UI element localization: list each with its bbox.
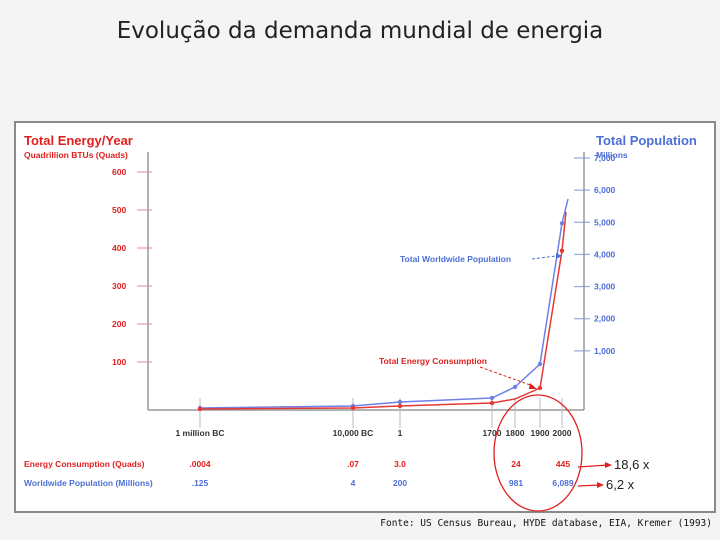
table-row-label: Energy Consumption (Quads) [24,459,145,469]
x-tick-label: 1 [398,428,403,438]
left-tick-label: 600 [112,167,126,177]
right-axis-title: Total Population [596,133,697,148]
energy-callout-arrow [479,366,534,387]
x-tick-label: 10,000 BC [333,428,374,438]
x-tick-label: 1900 [531,428,550,438]
energy-point [197,406,203,412]
left-axis-subtitle: Quadrillion BTUs (Quads) [24,150,128,160]
x-axis-labels: 1 million BC 10,000 BC 1 1700 1800 1900 2000 [175,398,572,438]
energy-point [350,405,356,411]
population-factor-arrowhead [597,482,604,488]
right-tick-label: 3,000 [594,282,616,292]
table-cell: 4 [351,478,356,488]
table-cell: .0004 [189,459,211,469]
source-note: Fonte: US Census Bureau, HYDE database, … [380,518,712,529]
energy-callout-label: Total Energy Consumption [379,356,487,366]
x-tick-label: 2000 [553,428,572,438]
population-factor-label: 6,2 x [606,477,635,492]
x-tick-label: 1700 [483,428,502,438]
population-series-line [199,198,569,409]
right-axis-subtitle: Millions [596,150,628,160]
energy-point [397,403,403,409]
chart-panel [14,121,716,513]
x-tick-label: 1800 [506,428,525,438]
highlight-circle [493,394,583,512]
table-row-label: Worldwide Population (Millions) [24,478,153,488]
energy-factor-arrowhead [605,462,612,468]
left-tick-label: 200 [112,319,126,329]
energy-point [537,385,543,391]
data-table: Energy Consumption (Quads) .0004 .07 3.0 24 4… [24,459,574,488]
left-axis-ticks: 600 500 400 300 200 100 [112,167,152,367]
x-tick-label: 1 million BC [175,428,224,438]
right-tick-label: 4,000 [594,249,616,259]
left-tick-label: 500 [112,205,126,215]
population-point [397,399,403,405]
population-point [489,395,495,401]
population-callout-label: Total Worldwide Population [400,254,511,264]
right-tick-label: 5,000 [594,217,616,227]
right-tick-label: 1,000 [594,346,616,356]
table-cell: .07 [347,459,359,469]
population-point [537,361,543,367]
population-point [559,221,565,226]
energy-point [559,248,565,253]
energy-points [197,248,565,412]
table-cell: 24 [511,459,521,469]
left-tick-label: 400 [112,243,126,253]
energy-factor-label: 18,6 x [614,457,650,472]
table-cell: 445 [556,459,570,469]
right-tick-label: 2,000 [594,314,616,324]
population-callout-arrow [531,255,557,260]
table-cell: 6,089 [552,478,574,488]
energy-point [489,400,495,406]
table-cell: .125 [192,478,209,488]
population-factor-arrow [577,484,601,487]
left-axis-title: Total Energy/Year [24,133,133,148]
table-cell: 200 [393,478,407,488]
energy-callout-arrowhead [529,383,537,389]
table-cell: 981 [509,478,523,488]
population-point [512,384,518,390]
slide-title: Evolução da demanda mundial de energia [116,18,604,44]
right-tick-label: 6,000 [594,185,616,195]
energy-series-line [199,211,567,410]
right-tick-label: 7,000 [594,153,616,163]
left-tick-label: 300 [112,281,126,291]
energy-factor-arrow [577,464,609,468]
population-callout-arrowhead [556,253,562,259]
table-cell: 3.0 [394,459,406,469]
right-axis-ticks: 7,000 6,000 5,000 4,000 3,000 2,000 1,000 [574,153,616,356]
left-tick-label: 100 [112,357,126,367]
